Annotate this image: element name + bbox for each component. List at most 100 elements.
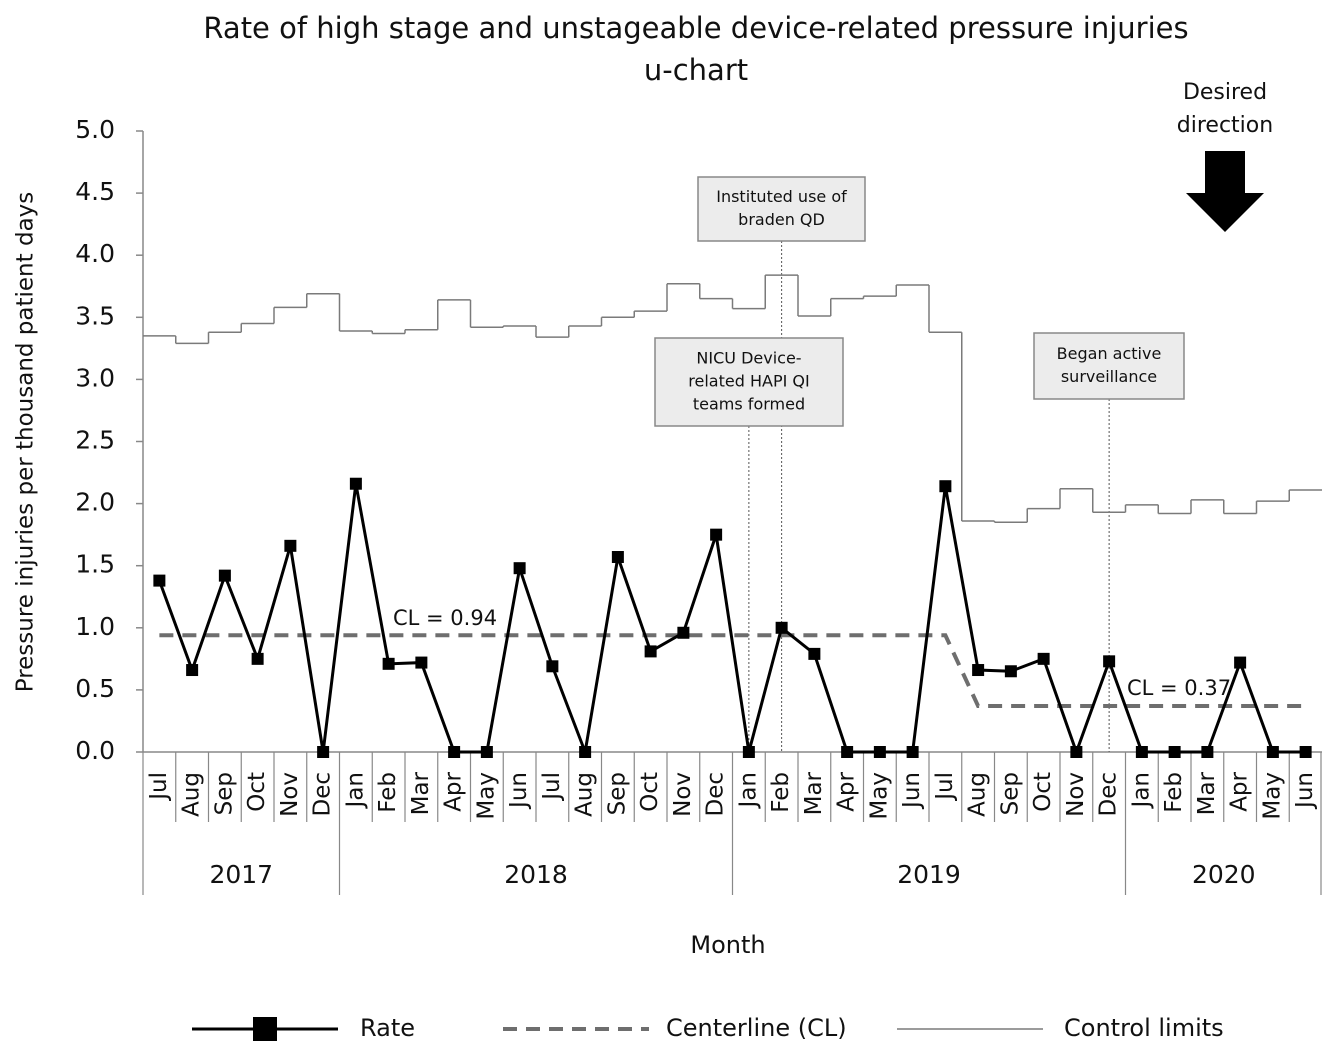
rate-marker: [579, 746, 592, 758]
x-tick-label: Apr: [834, 771, 860, 811]
x-tick-label: Dec: [1096, 772, 1122, 817]
y-tick-label: 1.0: [75, 612, 115, 641]
y-tick-label: 2.0: [75, 488, 115, 517]
y-tick-label: 1.5: [75, 550, 115, 579]
rate-marker: [1070, 746, 1083, 758]
rate-marker: [1266, 746, 1279, 758]
annotation-box: [1033, 332, 1185, 400]
annotation-text: Began active: [1057, 344, 1162, 363]
x-tick-label: Jan: [342, 772, 368, 809]
annotation-text: related HAPI QI: [688, 372, 809, 391]
rate-marker: [677, 626, 690, 639]
x-tick-label: Nov: [670, 772, 696, 817]
x-tick-label: Mar: [801, 771, 827, 815]
rate-marker: [513, 562, 526, 575]
y-tick-label: 0.5: [75, 674, 115, 703]
direction-arrow: [1186, 151, 1264, 232]
x-tick-label: Jul: [932, 772, 958, 802]
x-tick-label: Dec: [703, 772, 729, 817]
rate-marker: [775, 621, 788, 634]
legend-label: Control limits: [1064, 1014, 1224, 1042]
y-tick-label: 5.0: [75, 115, 115, 144]
x-tick-label: May: [1259, 772, 1285, 820]
rate-marker: [906, 746, 919, 758]
x-tick-label: Jun: [1292, 772, 1318, 810]
y-tick-label: 3.5: [75, 301, 115, 330]
x-tick-label: Mar: [408, 771, 434, 815]
year-label: 2020: [1192, 860, 1256, 889]
x-tick-label: Jan: [735, 772, 761, 809]
x-tick-label: Aug: [179, 772, 205, 817]
x-tick-label: Nov: [277, 772, 303, 817]
x-tick-label: Jun: [506, 772, 532, 810]
x-tick-label: Oct: [244, 772, 270, 812]
x-tick-label: Apr: [1227, 771, 1253, 811]
rate-marker: [1135, 746, 1148, 758]
rate-marker: [1201, 746, 1214, 758]
y-tick-label: 4.0: [75, 239, 115, 268]
x-tick-label: Feb: [375, 772, 401, 813]
x-tick-label: Apr: [441, 771, 467, 811]
annotation-box: [654, 337, 844, 427]
rate-marker: [1168, 746, 1181, 758]
y-tick-label: 4.5: [75, 177, 115, 206]
x-tick-label: Jul: [146, 772, 172, 802]
rate-marker: [939, 480, 952, 493]
centerline: [159, 633, 1306, 709]
x-tick-label: Mar: [1194, 771, 1220, 815]
cl-label: CL = 0.94: [393, 606, 497, 630]
rate-marker: [317, 746, 330, 758]
rate-marker: [1234, 656, 1247, 669]
y-axis-label: Pressure injuries per thousand patient d…: [13, 192, 39, 693]
y-tick-label: 0.0: [75, 736, 115, 765]
rate-marker: [218, 569, 231, 582]
annotation-box: [697, 176, 866, 242]
rate-marker: [710, 528, 723, 541]
rate-marker: [415, 656, 428, 669]
rate-marker: [153, 574, 166, 587]
y-tick-label: 3.0: [75, 363, 115, 392]
rate-marker: [1299, 746, 1312, 758]
x-tick-label: Feb: [1161, 772, 1187, 813]
x-tick-label: Dec: [310, 772, 336, 817]
x-tick-label: Jun: [899, 772, 925, 810]
rate-marker: [382, 657, 395, 670]
rate-marker: [546, 660, 559, 673]
legend-marker: [253, 1017, 277, 1041]
y-tick-label: 2.5: [75, 426, 115, 455]
rate-marker: [808, 647, 821, 660]
chart-subtitle: u-chart: [644, 53, 748, 87]
annotation-text: NICU Device-: [696, 349, 801, 368]
x-tick-label: Nov: [1063, 772, 1089, 817]
rate-marker: [1037, 652, 1050, 665]
annotation-text: surveillance: [1061, 367, 1157, 386]
x-tick-label: Sep: [211, 772, 237, 815]
year-label: 2018: [504, 860, 568, 889]
rate-marker: [349, 477, 362, 490]
x-tick-label: Sep: [604, 772, 630, 815]
x-tick-label: Oct: [637, 772, 663, 812]
rate-marker: [972, 664, 985, 677]
annotation-text: braden QD: [738, 210, 825, 229]
rate-marker: [742, 746, 755, 758]
rate-marker: [448, 746, 461, 758]
x-tick-label: May: [866, 772, 892, 820]
rate-marker: [186, 664, 199, 677]
x-tick-label: Aug: [965, 772, 991, 817]
x-tick-label: Jan: [1128, 772, 1154, 809]
rate-marker: [480, 746, 493, 758]
rate-marker: [611, 551, 624, 564]
rate-marker: [1004, 665, 1017, 678]
rate-marker: [251, 652, 264, 665]
rate-marker: [841, 746, 854, 758]
rate-marker: [284, 539, 297, 552]
legend-label: Rate: [360, 1014, 415, 1042]
x-tick-label: Jul: [539, 772, 565, 802]
x-tick-label: Sep: [997, 772, 1023, 815]
direction-label: Desired: [1183, 80, 1267, 105]
cl-label: CL = 0.37: [1127, 676, 1231, 700]
annotation-text: Instituted use of: [716, 187, 847, 206]
x-tick-label: Aug: [572, 772, 598, 817]
rate-marker: [644, 645, 657, 658]
